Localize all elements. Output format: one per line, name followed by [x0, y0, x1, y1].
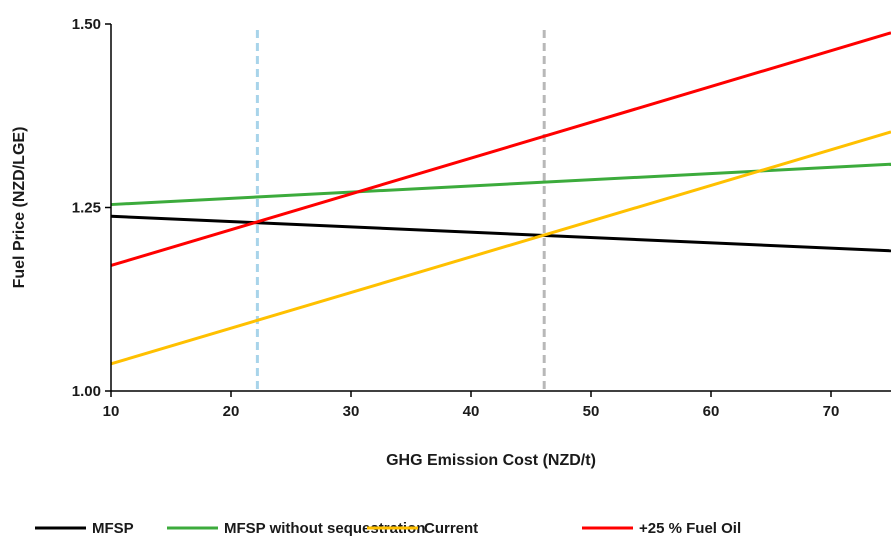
legend-label-current: Current	[424, 520, 478, 537]
legend-label-mfsp-without-sequestration: MFSP without sequestration	[224, 520, 425, 537]
x-tick-label: 70	[823, 403, 840, 420]
y-tick-label: 1.00	[72, 383, 101, 400]
reference-lines	[255, 30, 546, 391]
legend-label-mfsp: MFSP	[92, 520, 134, 537]
series-line-current	[110, 130, 891, 366]
y-tick-label: 1.50	[72, 16, 101, 33]
tick-labels: 1.00 1.25 1.50 10 20 30 40 50 60 70	[72, 16, 840, 420]
x-tick-label: 10	[103, 403, 120, 420]
x-tick-label: 30	[343, 403, 360, 420]
series-lines	[110, 31, 891, 366]
x-tick-label: 40	[463, 403, 480, 420]
series-line-25-fuel-oil	[110, 31, 891, 267]
y-axis-title: Fuel Price (NZD/LGE)	[11, 127, 28, 289]
y-tick-label: 1.25	[72, 200, 101, 217]
x-tick-label: 50	[583, 403, 600, 420]
legend-label-25-fuel-oil: +25 % Fuel Oil	[639, 520, 741, 537]
series-line-mfsp-without-sequestration	[110, 162, 891, 207]
x-tick-label: 60	[703, 403, 720, 420]
x-axis-title: GHG Emission Cost (NZD/t)	[386, 452, 596, 469]
x-tick-label: 20	[223, 403, 240, 420]
series-line-mfsp	[110, 214, 891, 253]
axes	[110, 24, 891, 392]
